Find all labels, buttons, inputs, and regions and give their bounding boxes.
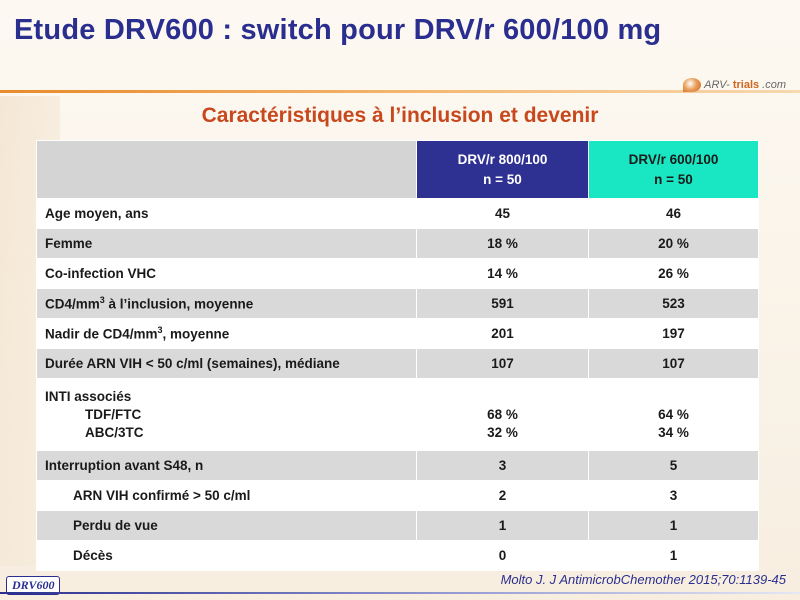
row-value-drv600: 523 [588,288,759,319]
row-value-drv600: 64 % 34 % [588,378,759,451]
table-header-row: DRV/r 800/100 n = 50 DRV/r 600/100 n = 5… [36,140,759,199]
row-label: CD4/mm3 à l’inclusion, moyenne [36,288,417,319]
row-value-drv600: 1 [588,510,759,541]
row-value-drv600: 197 [588,318,759,349]
row-label: INTI associés TDF/FTC ABC/3TC [36,378,417,451]
row-label: Durée ARN VIH < 50 c/ml (semaines), médi… [36,348,417,379]
row-value-drv800: 107 [416,348,589,379]
row-label: Co-infection VHC [36,258,417,289]
slide-subtitle: Caractéristiques à l’inclusion et deveni… [201,104,599,127]
row-value-drv600: 1 [588,540,759,571]
header-drv-800: DRV/r 800/100 n = 50 [416,140,589,199]
characteristics-table: DRV/r 800/100 n = 50 DRV/r 600/100 n = 5… [36,140,759,571]
logo-bubble-icon [683,78,702,92]
row-label-pre: CD4/mm [45,296,100,312]
table-row-age: Age moyen, ans 45 46 [36,198,759,229]
table-row-perdu-de-vue: Perdu de vue 1 1 [36,510,759,541]
table-row-vhc: Co-infection VHC 14 % 26 % [36,258,759,289]
row-label: Interruption avant S48, n [36,450,417,481]
row-value-drv800: 45 [416,198,589,229]
row-label: Nadir de CD4/mm3, moyenne [36,318,417,349]
header-drv-600-name: DRV/r 600/100 [628,151,719,167]
row-value-drv600: 26 % [588,258,759,289]
table-row-femme: Femme 18 % 20 % [36,228,759,259]
row-label-post: , moyenne [162,326,230,342]
header-drv-800-name: DRV/r 800/100 [457,151,548,167]
row-label-main: INTI associés [45,388,132,404]
value-tdf-ftc: 64 % [658,406,689,422]
slide-title: Etude DRV600 : switch pour DRV/r 600/100… [14,14,662,46]
table-row-duree-arn: Durée ARN VIH < 50 c/ml (semaines), médi… [36,348,759,379]
arv-trials-logo: ARV-trials .com [683,78,786,92]
value-abc-3tc: 34 % [658,424,689,440]
row-label-sup: 3 [99,295,105,306]
footer-divider [0,592,800,594]
header-blank-cell [36,140,417,199]
row-sublabel-abc-3tc: ABC/3TC [85,424,144,440]
value-tdf-ftc: 68 % [487,406,518,422]
row-value-drv800: 2 [416,480,589,511]
title-divider [0,90,800,93]
logo-suffix: .com [762,79,786,91]
row-label: ARN VIH confirmé > 50 c/ml [36,480,417,511]
table-row-cd4-nadir: Nadir de CD4/mm3, moyenne 201 197 [36,318,759,349]
row-value-drv800: 591 [416,288,589,319]
table-row-interruption: Interruption avant S48, n 3 5 [36,450,759,481]
row-value-drv800: 201 [416,318,589,349]
table-row-inti: INTI associés TDF/FTC ABC/3TC 68 % 32 % … [36,378,759,451]
table-row-cd4-inclusion: CD4/mm3 à l’inclusion, moyenne 591 523 [36,288,759,319]
value-abc-3tc: 32 % [487,424,518,440]
row-value-drv800: 3 [416,450,589,481]
row-value-drv600: 3 [588,480,759,511]
row-value-drv800: 68 % 32 % [416,378,589,451]
header-drv-600-n: n = 50 [654,171,693,187]
row-value-drv800: 1 [416,510,589,541]
citation: Molto J. J AntimicrobChemother 2015;70:1… [500,572,786,587]
row-label: Perdu de vue [36,510,417,541]
row-label-pre: Nadir de CD4/mm [45,326,158,342]
row-value-drv600: 107 [588,348,759,379]
row-label: Age moyen, ans [36,198,417,229]
table-row-arn-confirme: ARN VIH confirmé > 50 c/ml 2 3 [36,480,759,511]
logo-prefix: ARV- [704,79,730,91]
row-value-drv600: 5 [588,450,759,481]
logo-brand: trials [732,79,760,91]
table-row-deces: Décès 0 1 [36,540,759,571]
row-value-drv800: 0 [416,540,589,571]
row-value-drv600: 46 [588,198,759,229]
row-sublabel-tdf-ftc: TDF/FTC [85,406,142,422]
row-label: Femme [36,228,417,259]
row-value-drv800: 14 % [416,258,589,289]
row-label-post: à l’inclusion, moyenne [104,296,254,312]
study-tag: DRV600 [6,576,61,595]
header-drv-600: DRV/r 600/100 n = 50 [588,140,759,199]
row-value-drv800: 18 % [416,228,589,259]
header-drv-800-n: n = 50 [483,171,522,187]
row-value-drv600: 20 % [588,228,759,259]
row-label-sup: 3 [157,325,163,336]
row-label: Décès [36,540,417,571]
